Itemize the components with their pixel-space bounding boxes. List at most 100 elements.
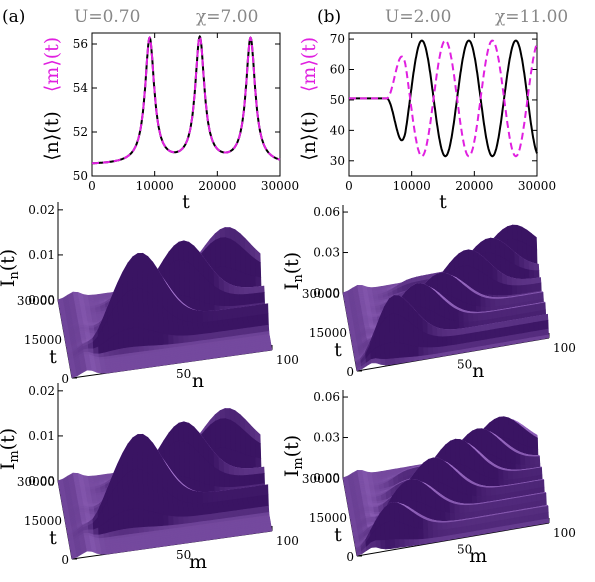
surface-facet (242, 306, 249, 318)
surface-facet (183, 421, 190, 445)
surface-facet (122, 261, 129, 297)
surface-facet (477, 312, 484, 322)
x-tick-label: 30000 (261, 179, 299, 193)
surface-facet (162, 487, 169, 517)
surface-facet (198, 452, 206, 485)
surface-facet (238, 509, 245, 517)
surface-facet (404, 356, 411, 363)
surface-facet (143, 328, 150, 347)
surface-facet (223, 511, 230, 520)
surface-facet (237, 306, 244, 319)
surface-facet (196, 538, 203, 542)
surface-facet (466, 347, 473, 353)
surface-facet (233, 474, 241, 488)
surface-facet (148, 329, 155, 347)
surface-facet (417, 328, 424, 348)
surface-facet (176, 360, 183, 364)
surface-facet (490, 337, 497, 346)
surface-facet (252, 314, 259, 328)
surface-facet (461, 348, 468, 354)
surface-facet (499, 298, 506, 307)
surface-facet (151, 363, 158, 368)
surface-facet (253, 292, 260, 305)
series-line-n (349, 39, 538, 158)
surface-facet (516, 306, 522, 316)
surface-facet (132, 433, 139, 471)
surface-facet (213, 285, 221, 307)
panel-label-a: (a) (2, 7, 25, 27)
surface-facet (535, 277, 542, 285)
z-tick-label: 0.03 (313, 431, 340, 445)
panel-label-b: (b) (317, 7, 341, 27)
surface-facet (451, 275, 458, 300)
surface-facet (212, 501, 219, 515)
surface-facet (222, 500, 229, 513)
surface-facet (127, 255, 134, 293)
plot-frame (91, 32, 281, 177)
x-tick-label: 100 (553, 341, 576, 355)
surface-facet (193, 447, 201, 483)
surface-facet (113, 513, 120, 532)
x-axis-label: m (189, 551, 207, 573)
surface-facet (225, 418, 232, 450)
surface-facet (216, 535, 223, 540)
surface-facet (201, 537, 208, 542)
surface-facet (253, 326, 260, 334)
surface-facet (413, 356, 420, 362)
surface-facet (191, 539, 198, 543)
surface-facet (188, 334, 195, 343)
surface-facet (173, 241, 180, 262)
surface-facet (192, 503, 199, 517)
surface-facet (521, 284, 528, 295)
param-chi-a: χ=7.00 (196, 7, 258, 27)
surface-facet (111, 550, 118, 554)
surface-facet (388, 294, 395, 316)
surface-facet (528, 331, 535, 339)
x-tick-label: 50 (176, 367, 191, 381)
surface-facet (242, 487, 249, 499)
surface-facet (242, 497, 249, 510)
surface-facet (191, 358, 198, 362)
surface-facet (131, 547, 138, 551)
t-axis-label: t (49, 346, 57, 368)
surface-facet (157, 482, 164, 516)
surface-facet (538, 320, 544, 332)
surface-facet (497, 281, 504, 297)
surface-facet (237, 316, 244, 330)
surface-facet (193, 334, 200, 343)
surface-facet (235, 450, 242, 470)
y-tick-label: 30 (330, 154, 345, 168)
surface-facet (223, 472, 231, 488)
surface-facet (266, 347, 273, 352)
surface-facet (533, 330, 540, 338)
surface-facet (208, 462, 216, 487)
surface-facet (257, 495, 264, 508)
surface-facet (121, 548, 128, 553)
x-tick-label: 20000 (455, 179, 493, 193)
surface-facet (533, 262, 540, 272)
surface-facet (203, 333, 210, 341)
surface-facet (511, 307, 518, 317)
surface-facet (485, 297, 491, 308)
surface-facet (128, 346, 135, 354)
surface-facet (518, 295, 525, 304)
surface-facet (106, 551, 113, 555)
surface-facet (157, 301, 164, 335)
surface-facet (538, 335, 545, 340)
surface-facet (524, 268, 530, 281)
surface-facet (187, 321, 194, 337)
surface-facet (485, 344, 492, 349)
surface-facet (542, 313, 549, 322)
surface-facet (121, 367, 128, 372)
surface-facet (521, 278, 527, 286)
surface-facet (408, 321, 415, 347)
surface-facet (136, 365, 143, 370)
surface-facet (447, 350, 454, 356)
t-tick-label: 30000 (17, 294, 55, 308)
surface-facet (471, 341, 477, 349)
series-line-n (92, 34, 281, 165)
surface-facet (262, 303, 269, 315)
surface-facet (228, 474, 236, 488)
surface-facet (173, 422, 180, 443)
